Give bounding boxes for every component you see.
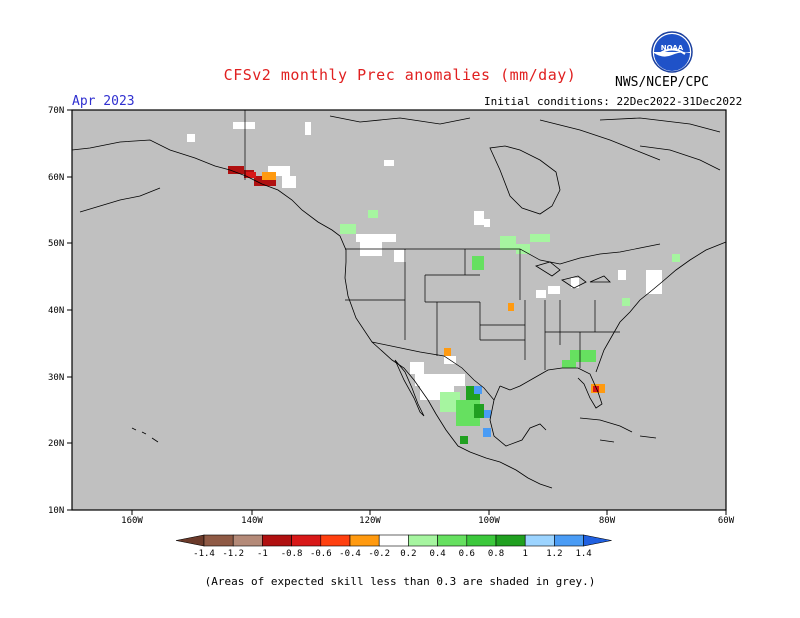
lon-label-60w: 60W bbox=[718, 516, 735, 526]
lon-label-80w: 80W bbox=[599, 516, 616, 526]
lon-label-120w: 120W bbox=[359, 516, 381, 526]
colorbar-label: -1.4 bbox=[193, 549, 215, 559]
colorbar-label: 0.8 bbox=[488, 549, 504, 559]
colorbar-label: 0.6 bbox=[459, 549, 475, 559]
lon-label-160w: 160W bbox=[121, 516, 143, 526]
agency-label: NWS/NCEP/CPC bbox=[615, 75, 709, 90]
colorbar-swatch bbox=[437, 534, 468, 547]
dry-anomalies bbox=[228, 166, 605, 393]
colorbar-swatch bbox=[466, 534, 497, 547]
colorbar-swatch bbox=[320, 534, 351, 547]
colorbar-label: 0.4 bbox=[429, 549, 445, 559]
wet-anomalies bbox=[340, 210, 680, 444]
colorbar-label: 1 bbox=[522, 549, 527, 559]
skill-footnote: (Areas of expected skill less than 0.3 a… bbox=[204, 575, 596, 588]
colorbar-label: -1.2 bbox=[222, 549, 244, 559]
colorbar-label: -0.4 bbox=[339, 549, 361, 559]
colorbar-swatch bbox=[378, 534, 409, 547]
lat-label-30n: 30N bbox=[48, 373, 64, 383]
lon-label-100w: 100W bbox=[478, 516, 500, 526]
map-background bbox=[72, 110, 726, 510]
colorbar-swatch bbox=[524, 534, 555, 547]
map-title: CFSv2 monthly Prec anomalies (mm/day) bbox=[223, 66, 577, 84]
colorbar-label: -0.8 bbox=[281, 549, 303, 559]
colorbar-swatch bbox=[291, 534, 322, 547]
colorbar-max-arrow bbox=[583, 534, 612, 547]
logo-text: NOAA bbox=[661, 44, 684, 52]
colorbar-swatch bbox=[495, 534, 526, 547]
lat-label-70n: 70N bbox=[48, 106, 64, 116]
lat-label-40n: 40N bbox=[48, 306, 64, 316]
noaa-logo-icon: NOAA bbox=[651, 31, 693, 73]
lat-label-50n: 50N bbox=[48, 239, 64, 249]
colorbar-swatch bbox=[262, 534, 292, 547]
colorbar-swatch bbox=[203, 534, 234, 547]
lon-label-140w: 140W bbox=[241, 516, 263, 526]
colorbar: -1.4 -1.2 -1 -0.8 -0.6 -0.4 -0.2 0.2 0.4 0.6 0.8 1 1… bbox=[175, 534, 612, 559]
initial-conditions-label: Initial conditions: 22Dec2022-31Dec2022 bbox=[484, 95, 743, 108]
colorbar-label: -0.6 bbox=[310, 549, 332, 559]
political-borders bbox=[244, 110, 661, 401]
colorbar-swatch bbox=[554, 534, 584, 547]
lat-label-20n: 20N bbox=[48, 439, 64, 449]
colorbar-label: 1.2 bbox=[546, 549, 562, 559]
colorbar-swatch bbox=[349, 534, 380, 547]
colorbar-swatch bbox=[232, 534, 263, 547]
tick-marks bbox=[67, 109, 727, 515]
colorbar-label: 1.4 bbox=[575, 549, 591, 559]
colorbar-label: -0.2 bbox=[368, 549, 390, 559]
lat-label-10n: 10N bbox=[48, 506, 64, 516]
colorbar-label: 0.2 bbox=[400, 549, 416, 559]
colorbar-swatch bbox=[408, 534, 438, 547]
valid-month-label: Apr 2023 bbox=[72, 94, 135, 109]
colorbar-min-arrow bbox=[175, 534, 205, 547]
coastlines bbox=[71, 115, 727, 489]
colorbar-label: -1 bbox=[257, 549, 268, 559]
lat-label-60n: 60N bbox=[48, 173, 64, 183]
